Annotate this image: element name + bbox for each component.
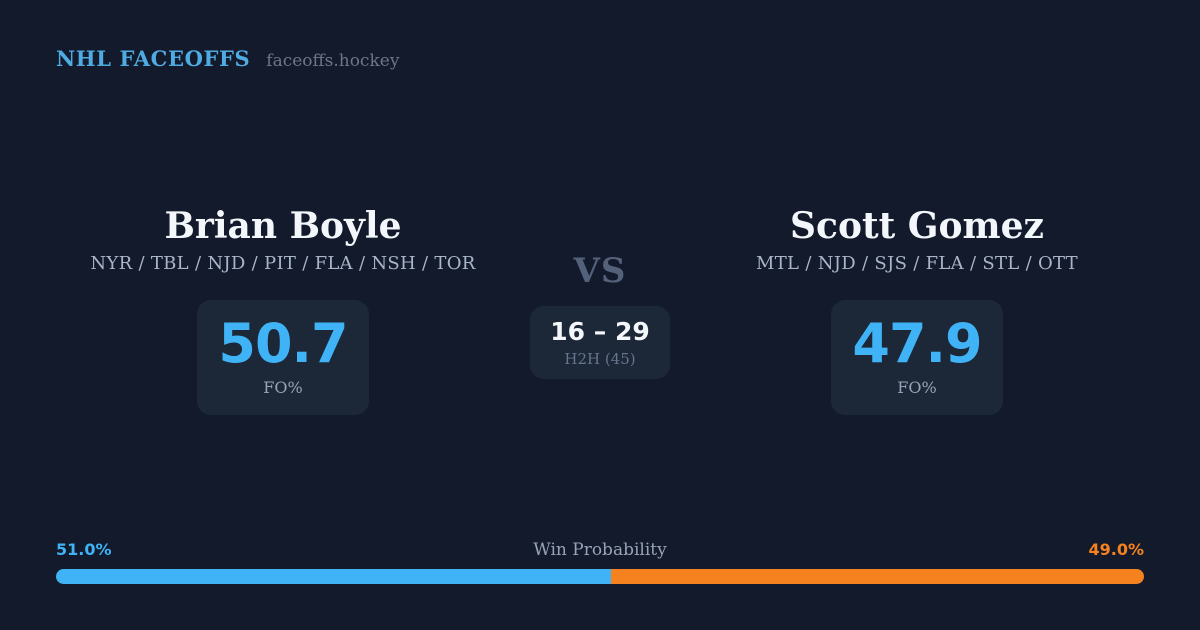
player-teams-right: MTL / NJD / SJS / FLA / STL / OTT: [756, 253, 1078, 275]
matchup-section: Brian Boyle NYR / TBL / NJD / PIT / FLA …: [56, 205, 1144, 415]
win-prob-right-pct: 49.0%: [1088, 540, 1145, 559]
vs-label: VS: [573, 251, 627, 291]
fo-value-right: 47.9: [852, 311, 982, 375]
win-prob-bar-left-segment: [56, 569, 611, 584]
header: NHL FACEOFFS faceoffs.hockey: [56, 46, 399, 71]
fo-label-right: FO%: [897, 377, 937, 397]
win-probability-section: 51.0% Win Probability 49.0%: [56, 540, 1144, 584]
site-url: faceoffs.hockey: [266, 51, 400, 71]
player-panel-right: Scott Gomez MTL / NJD / SJS / FLA / STL …: [690, 205, 1144, 415]
fo-card-right: 47.9 FO%: [831, 299, 1003, 415]
win-prob-left-pct: 51.0%: [56, 540, 112, 559]
win-prob-title: Win Probability: [533, 540, 667, 560]
player-name-right: Scott Gomez: [790, 205, 1044, 247]
win-probability-labels: 51.0% Win Probability 49.0%: [56, 540, 1144, 560]
player-teams-left: NYR / TBL / NJD / PIT / FLA / NSH / TOR: [90, 253, 476, 275]
player-name-left: Brian Boyle: [164, 205, 402, 247]
win-prob-bar: [56, 569, 1144, 584]
h2h-card: 16 – 29 H2H (45): [530, 305, 670, 379]
fo-value-left: 50.7: [218, 311, 348, 375]
player-panel-left: Brian Boyle NYR / TBL / NJD / PIT / FLA …: [56, 205, 510, 415]
h2h-score: 16 – 29: [550, 316, 650, 346]
center-panel: VS 16 – 29 H2H (45): [510, 205, 690, 415]
fo-card-left: 50.7 FO%: [197, 299, 369, 415]
brand-logo: NHL FACEOFFS: [56, 46, 251, 71]
win-prob-bar-right-segment: [610, 569, 1144, 584]
h2h-label: H2H (45): [564, 349, 636, 368]
fo-label-left: FO%: [263, 377, 303, 397]
